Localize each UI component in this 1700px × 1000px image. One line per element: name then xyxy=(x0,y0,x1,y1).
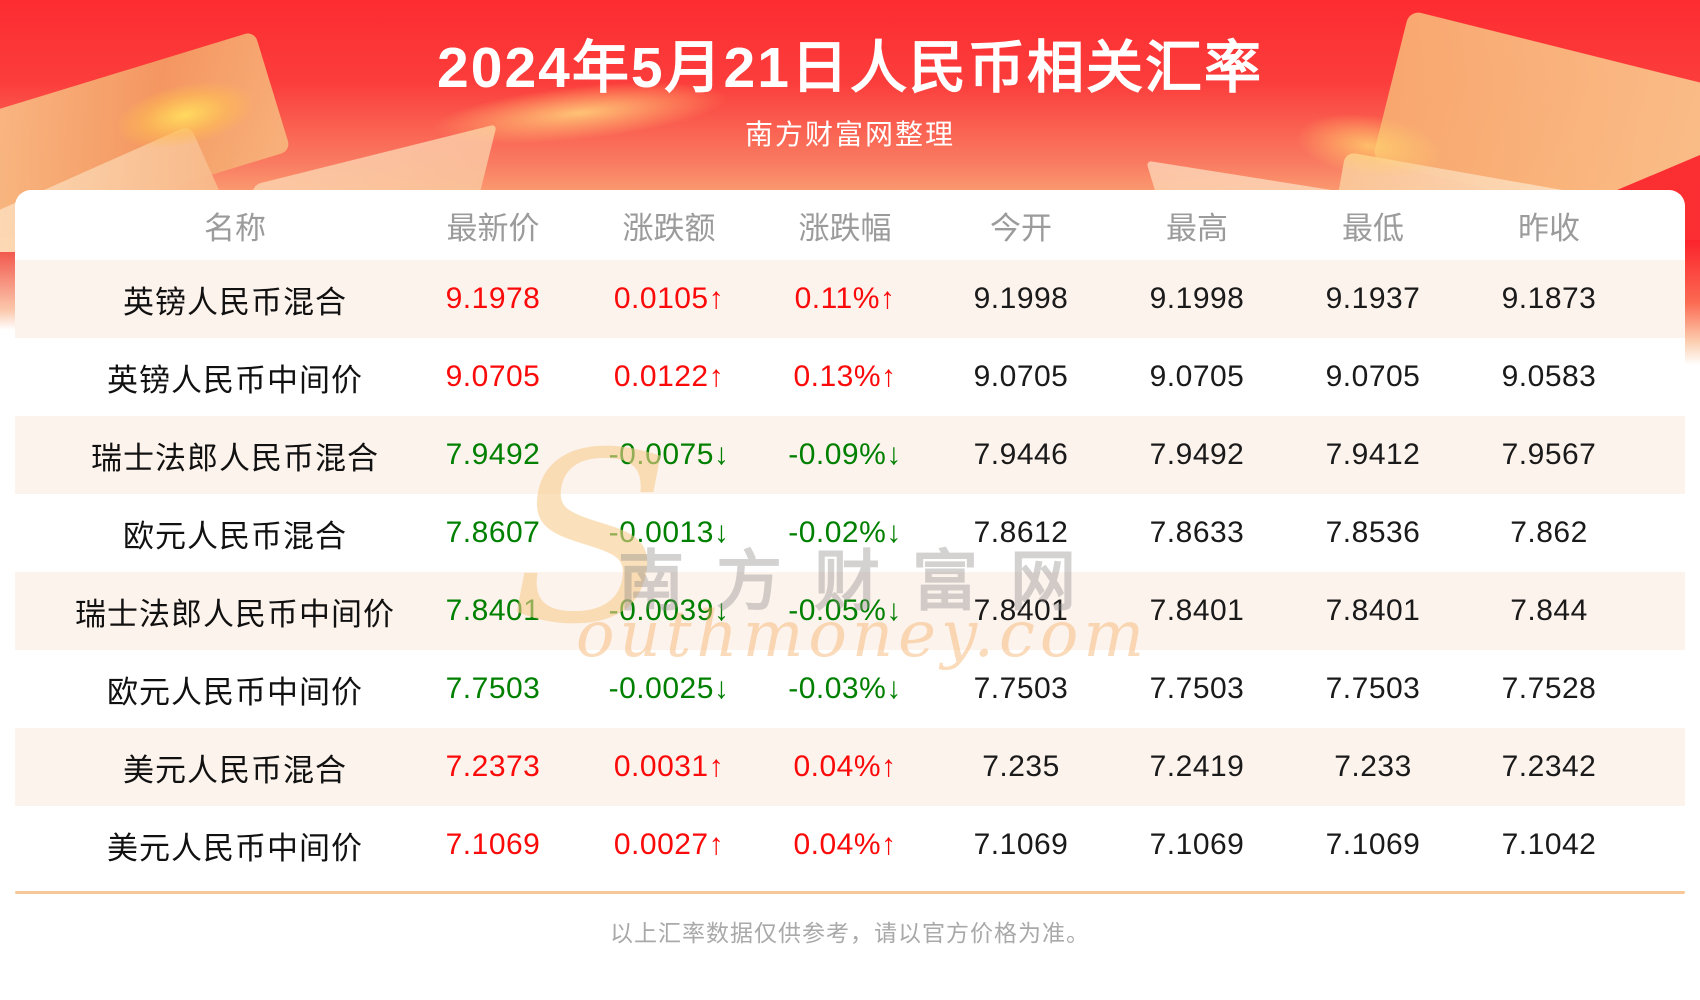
cell-name: 英镑人民币中间价 xyxy=(107,362,363,398)
cell-change: 0.0122↑ xyxy=(613,360,725,393)
cell-change: 0.0031↑ xyxy=(613,750,725,783)
cell-change: 0.0027↑ xyxy=(613,828,725,861)
cell-high: 9.1998 xyxy=(1149,282,1245,315)
table-row: 瑞士法郎人民币混合 7.9492 -0.0075↓ -0.09%↓ 7.9446 7.94… xyxy=(15,416,1685,494)
cell-name: 美元人民币中间价 xyxy=(107,830,363,866)
cell-low: 7.8401 xyxy=(1325,594,1421,627)
cell-low: 9.0705 xyxy=(1325,360,1421,393)
table-row: 欧元人民币混合 7.8607 -0.0013↓ -0.02%↓ 7.8612 7.8633… xyxy=(15,494,1685,572)
cell-change: -0.0013↓ xyxy=(608,516,730,549)
cell-change-pct: 0.04%↑ xyxy=(793,828,897,861)
cell-low: 7.7503 xyxy=(1325,672,1421,705)
cell-prev-close: 7.9567 xyxy=(1501,438,1597,471)
cell-prev-close: 9.0583 xyxy=(1501,360,1597,393)
cell-high: 7.9492 xyxy=(1149,438,1245,471)
table-row: 欧元人民币中间价 7.7503 -0.0025↓ -0.03%↓ 7.7503 7.750… xyxy=(15,650,1685,728)
cell-open: 7.8612 xyxy=(973,516,1069,549)
red-edge-decor-right xyxy=(1684,240,1700,365)
footer-divider xyxy=(15,891,1685,894)
cell-open: 9.0705 xyxy=(973,360,1069,393)
column-header-3: 涨跌幅 xyxy=(798,210,892,246)
cell-name: 欧元人民币中间价 xyxy=(107,674,363,710)
cell-latest: 7.8607 xyxy=(445,516,541,549)
table-body: 英镑人民币混合 9.1978 0.0105↑ 0.11%↑ 9.1998 9.1998 9.… xyxy=(15,260,1685,884)
cell-change-pct: 0.04%↑ xyxy=(793,750,897,783)
cell-latest: 9.1978 xyxy=(445,282,541,315)
cell-prev-close: 7.844 xyxy=(1510,594,1588,627)
cell-prev-close: 9.1873 xyxy=(1501,282,1597,315)
table-row: 美元人民币混合 7.2373 0.0031↑ 0.04%↑ 7.235 7.2419 7.2… xyxy=(15,728,1685,806)
cell-high: 7.2419 xyxy=(1149,750,1245,783)
cell-latest: 7.2373 xyxy=(445,750,541,783)
cell-change: -0.0039↓ xyxy=(608,594,730,627)
cell-change: -0.0075↓ xyxy=(608,438,730,471)
cell-latest: 7.9492 xyxy=(445,438,541,471)
cell-latest: 7.1069 xyxy=(445,828,541,861)
rates-table-card: 名称 最新价 涨跌额 涨跌幅 今开 最高 最低 昨收 英镑人民币混合 9.1978 0.0105↑… xyxy=(15,190,1685,884)
cell-name: 瑞士法郎人民币中间价 xyxy=(75,596,395,632)
table-row: 英镑人民币中间价 9.0705 0.0122↑ 0.13%↑ 9.0705 9.0705 9… xyxy=(15,338,1685,416)
page-title: 2024年5月21日人民币相关汇率 xyxy=(437,36,1263,100)
cell-prev-close: 7.7528 xyxy=(1501,672,1597,705)
cell-low: 7.9412 xyxy=(1325,438,1421,471)
cell-high: 9.0705 xyxy=(1149,360,1245,393)
cell-low: 7.233 xyxy=(1334,750,1412,783)
cell-change-pct: -0.05%↓ xyxy=(788,594,902,627)
table-row: 美元人民币中间价 7.1069 0.0027↑ 0.04%↑ 7.1069 7.1069 7… xyxy=(15,806,1685,884)
cell-latest: 7.8401 xyxy=(445,594,541,627)
cell-open: 7.1069 xyxy=(973,828,1069,861)
column-header-0: 名称 xyxy=(204,210,266,246)
cell-high: 7.7503 xyxy=(1149,672,1245,705)
column-header-5: 最高 xyxy=(1166,210,1228,246)
cell-low: 7.1069 xyxy=(1325,828,1421,861)
column-header-4: 今开 xyxy=(990,210,1052,246)
cell-open: 7.8401 xyxy=(973,594,1069,627)
cell-latest: 9.0705 xyxy=(445,360,541,393)
cell-name: 美元人民币混合 xyxy=(123,752,347,788)
cell-change-pct: -0.03%↓ xyxy=(788,672,902,705)
cell-high: 7.1069 xyxy=(1149,828,1245,861)
cell-low: 7.8536 xyxy=(1325,516,1421,549)
page-subtitle: 南方财富网整理 xyxy=(744,119,955,150)
red-edge-decor-left xyxy=(0,252,16,330)
cell-change-pct: 0.11%↑ xyxy=(794,282,896,315)
cell-change: 0.0105↑ xyxy=(613,282,725,315)
table-header-row: 名称 最新价 涨跌额 涨跌幅 今开 最高 最低 昨收 xyxy=(15,190,1685,260)
cell-prev-close: 7.2342 xyxy=(1501,750,1597,783)
footer-note: 以上汇率数据仅供参考，请以官方价格为准。 xyxy=(610,920,1090,946)
cell-change: -0.0025↓ xyxy=(608,672,730,705)
cell-prev-close: 7.1042 xyxy=(1501,828,1597,861)
cell-open: 7.235 xyxy=(982,750,1060,783)
cell-prev-close: 7.862 xyxy=(1510,516,1588,549)
cell-name: 瑞士法郎人民币混合 xyxy=(91,440,379,476)
column-header-1: 最新价 xyxy=(446,210,540,246)
cell-name: 欧元人民币混合 xyxy=(123,518,347,554)
cell-high: 7.8401 xyxy=(1149,594,1245,627)
column-header-2: 涨跌额 xyxy=(622,210,716,246)
column-header-7: 昨收 xyxy=(1518,210,1580,246)
column-header-6: 最低 xyxy=(1342,210,1404,246)
cell-change-pct: -0.02%↓ xyxy=(788,516,902,549)
table-row: 瑞士法郎人民币中间价 7.8401 -0.0039↓ -0.05%↓ 7.8401 7.8… xyxy=(15,572,1685,650)
cell-open: 7.7503 xyxy=(973,672,1069,705)
cell-latest: 7.7503 xyxy=(445,672,541,705)
cell-change-pct: 0.13%↑ xyxy=(793,360,897,393)
cell-name: 英镑人民币混合 xyxy=(123,284,347,320)
table-row: 英镑人民币混合 9.1978 0.0105↑ 0.11%↑ 9.1998 9.1998 9.… xyxy=(15,260,1685,338)
cell-open: 7.9446 xyxy=(973,438,1069,471)
cell-low: 9.1937 xyxy=(1325,282,1421,315)
cell-open: 9.1998 xyxy=(973,282,1069,315)
cell-high: 7.8633 xyxy=(1149,516,1245,549)
cell-change-pct: -0.09%↓ xyxy=(788,438,902,471)
